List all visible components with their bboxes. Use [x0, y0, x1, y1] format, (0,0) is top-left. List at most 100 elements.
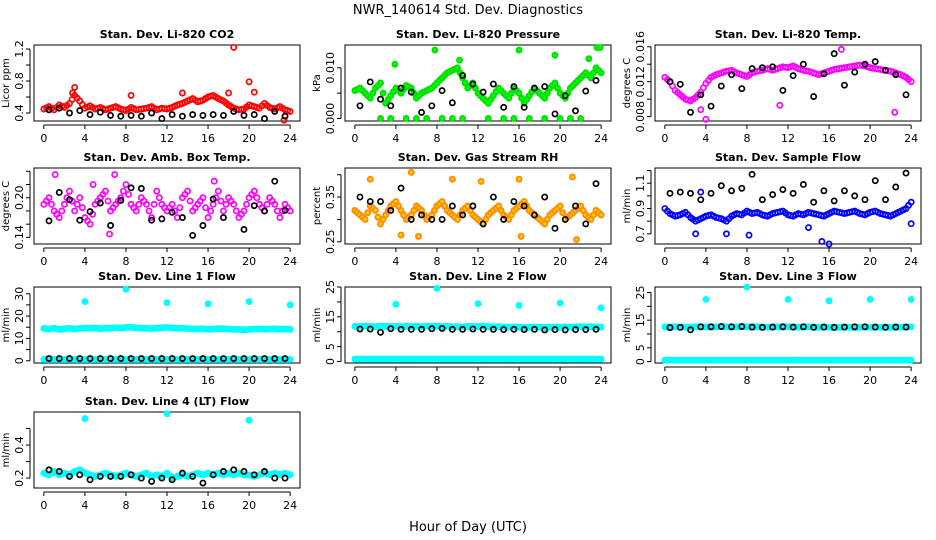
x-tick-label: 20	[553, 255, 567, 268]
y-tick-label: 0.4	[13, 436, 26, 454]
reference-point	[438, 87, 446, 95]
reference-point	[158, 115, 166, 123]
reference-point	[158, 215, 166, 223]
panel-8: Stan. Dev. Line 2 Flow 0 4 8 12 16 20 24 0 5 15 25m…	[312, 270, 612, 387]
main-point	[132, 207, 140, 215]
reference-point	[127, 111, 135, 119]
outlier-point	[692, 230, 700, 238]
reference-point	[479, 88, 487, 96]
outlier-point	[510, 115, 518, 122]
reference-point	[96, 108, 104, 116]
main-point	[551, 79, 559, 87]
reference-point	[137, 474, 145, 482]
outlier-point	[585, 55, 593, 63]
reference-point	[418, 211, 426, 219]
reference-point	[55, 189, 63, 196]
main-point	[379, 89, 387, 97]
main-point	[907, 198, 915, 206]
x-tick-label: 4	[81, 255, 88, 268]
reference-point	[666, 324, 674, 332]
reference-point	[219, 111, 227, 119]
y-tick-label: 0.25	[324, 230, 337, 255]
x-tick-label: 8	[433, 132, 440, 145]
reference-point	[271, 177, 279, 185]
x-tick-label: 12	[781, 374, 795, 387]
outlier-point	[568, 173, 576, 181]
reference-point	[55, 104, 63, 112]
outlier-point	[106, 230, 113, 238]
panel-title: Stan. Dev. Li-820 CO2	[100, 28, 235, 41]
x-tick-label: 4	[702, 255, 709, 268]
x-tick-label: 16	[512, 132, 526, 145]
reference-point	[261, 207, 268, 215]
outlier-point	[81, 298, 89, 305]
x-tick-label: 20	[863, 255, 877, 268]
reference-point	[500, 103, 508, 111]
outlier-point	[423, 115, 431, 122]
main-point	[253, 194, 261, 202]
y-axis-label: percent	[312, 187, 323, 225]
outlier-point	[438, 115, 446, 122]
reference-point	[127, 471, 135, 479]
reference-point	[510, 325, 518, 333]
main-point	[369, 89, 377, 97]
reference-point	[281, 112, 289, 120]
main-point	[271, 200, 279, 208]
reference-point	[356, 325, 364, 333]
reference-point	[199, 355, 207, 362]
reference-point	[76, 355, 84, 362]
reference-point	[377, 95, 384, 103]
x-tick-label: 8	[122, 132, 129, 145]
outlier-point	[837, 45, 845, 53]
main-point	[48, 200, 55, 208]
outlier-point	[51, 171, 59, 179]
x-tick-label: 20	[242, 374, 256, 387]
reference-point	[240, 355, 248, 362]
outlier-point	[477, 177, 485, 185]
reference-point	[168, 355, 176, 362]
x-tick-label: 0	[40, 374, 47, 387]
outlier-point	[517, 232, 525, 240]
reference-point	[178, 469, 186, 477]
main-point	[73, 200, 81, 208]
reference-point	[510, 83, 518, 90]
reference-point	[45, 106, 53, 114]
outlier-point	[515, 46, 523, 54]
main-point	[214, 187, 222, 195]
outlier-point	[245, 416, 253, 424]
y-tick-label: 5	[634, 344, 647, 351]
reference-point	[510, 198, 518, 205]
outlier-point	[377, 115, 384, 122]
reference-point	[717, 82, 725, 90]
plot-frame	[33, 167, 301, 245]
main-point	[217, 197, 225, 205]
reference-point	[541, 326, 549, 334]
y-tick-label: 15	[634, 313, 647, 327]
reference-point	[189, 231, 197, 239]
x-tick-label: 16	[512, 374, 526, 387]
reference-point	[271, 107, 279, 115]
reference-point	[271, 474, 279, 482]
reference-point	[551, 110, 559, 118]
panel-title: Stan. Dev. Li-820 Temp.	[715, 28, 861, 41]
reference-point	[387, 102, 395, 110]
outlier-point	[431, 46, 439, 54]
reference-point	[148, 109, 156, 117]
main-point	[286, 471, 294, 479]
outlier-point	[722, 230, 730, 238]
reference-point	[219, 468, 227, 475]
x-tick-label: 0	[40, 132, 47, 145]
x-tick-label: 4	[392, 374, 399, 387]
outlier-point	[597, 304, 605, 312]
outlier-point	[702, 295, 710, 303]
main-point	[86, 220, 94, 228]
reference-point	[137, 185, 145, 192]
reference-point	[489, 325, 497, 333]
x-tick-label: 16	[201, 255, 215, 268]
reference-point	[520, 103, 528, 111]
y-tick-label: 0.000	[324, 103, 337, 135]
main-point	[219, 207, 227, 215]
y-axis-label: ml/min	[1, 308, 12, 343]
reference-point	[707, 323, 715, 331]
